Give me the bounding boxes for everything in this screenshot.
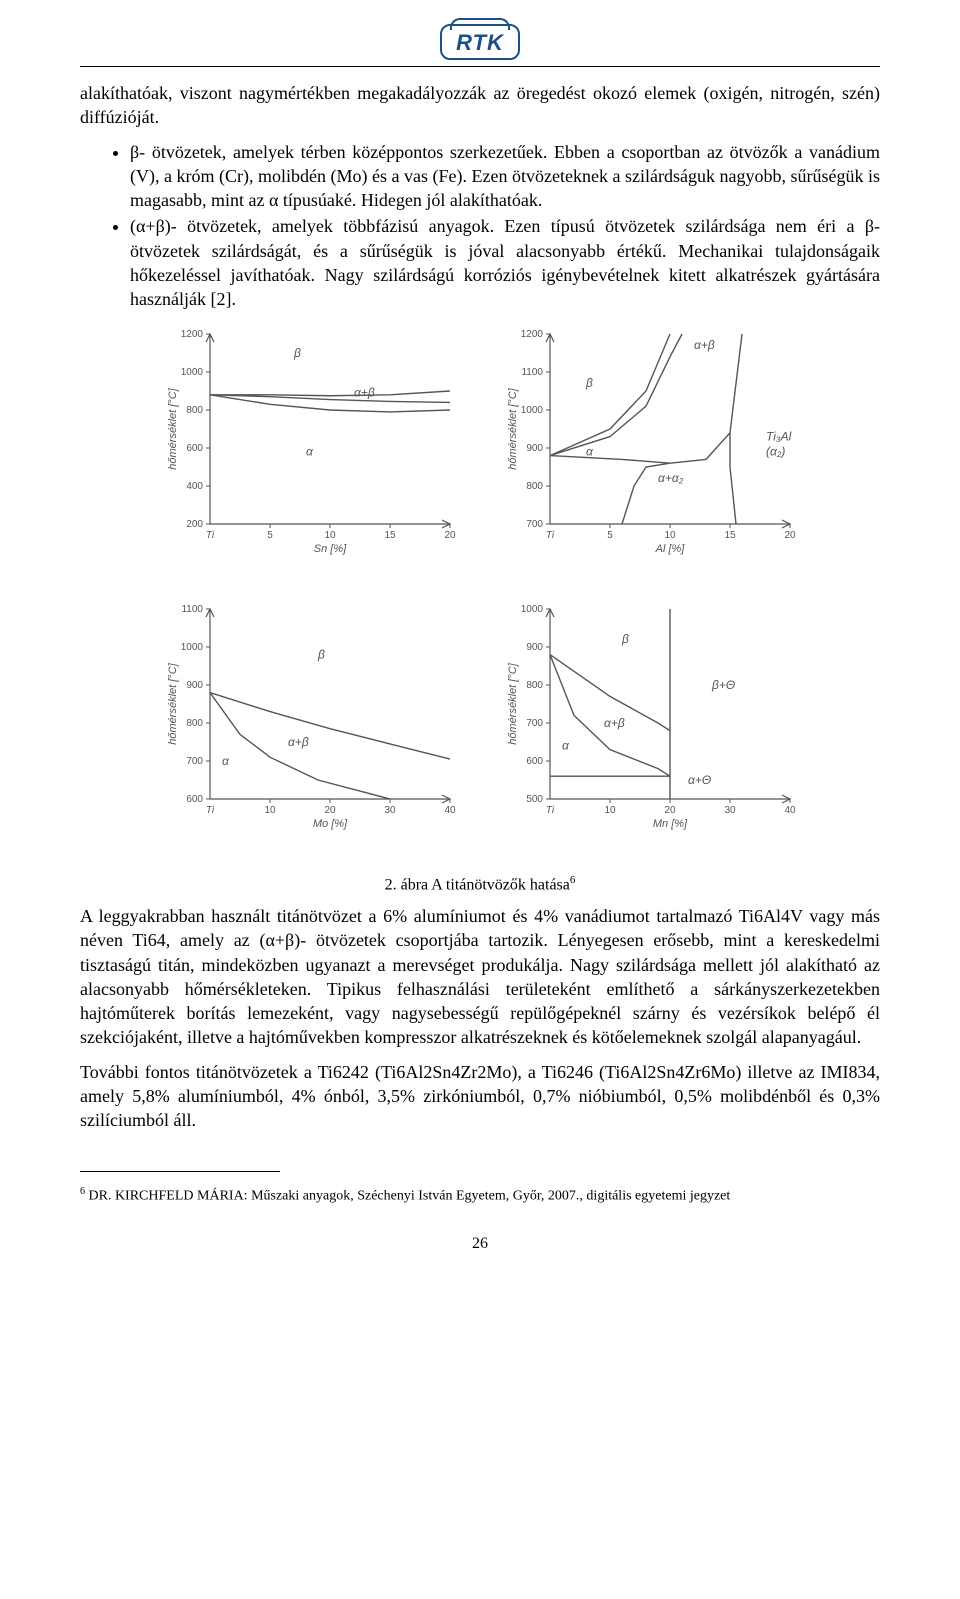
page-number: 26 — [80, 1235, 880, 1253]
caption-text: A titánötvözők hatása — [431, 876, 570, 893]
svg-text:10: 10 — [664, 530, 676, 541]
svg-text:1000: 1000 — [181, 367, 204, 378]
svg-text:α: α — [586, 444, 594, 458]
svg-text:β+Θ: β+Θ — [711, 677, 735, 691]
figure-2: 200 400 600 800 1000 1200 5 10 15 20 Ti Sn [%] hőmér… — [160, 324, 800, 844]
svg-text:5: 5 — [267, 530, 273, 541]
svg-text:900: 900 — [186, 680, 203, 691]
svg-text:β: β — [317, 647, 325, 661]
svg-text:20: 20 — [324, 805, 336, 816]
svg-text:5: 5 — [607, 530, 613, 541]
svg-text:10: 10 — [604, 805, 616, 816]
svg-text:800: 800 — [186, 405, 203, 416]
svg-text:Al [%]: Al [%] — [655, 543, 686, 555]
svg-text:1000: 1000 — [521, 405, 544, 416]
svg-text:hőmérséklet [°C]: hőmérséklet [°C] — [167, 662, 179, 744]
svg-text:α: α — [222, 753, 230, 767]
svg-text:20: 20 — [444, 530, 456, 541]
svg-text:40: 40 — [444, 805, 456, 816]
svg-text:Sn [%]: Sn [%] — [314, 543, 347, 555]
list-item: β- ötvözetek, amelyek térben középpontos… — [130, 140, 880, 213]
svg-text:800: 800 — [526, 680, 543, 691]
figure-caption: 2. ábra A titánötvözők hatása6 — [80, 874, 880, 894]
footnote-text: DR. KIRCHFELD MÁRIA: Műszaki anyagok, Sz… — [85, 1188, 730, 1203]
svg-text:Ti₃Al: Ti₃Al — [766, 429, 792, 443]
svg-text:700: 700 — [526, 718, 543, 729]
bullet-list: β- ötvözetek, amelyek térben középpontos… — [80, 140, 880, 312]
svg-text:1100: 1100 — [521, 367, 543, 378]
svg-text:β: β — [293, 345, 301, 359]
chart-ti-sn: 200 400 600 800 1000 1200 5 10 15 20 Ti Sn [%] hőmér… — [160, 324, 460, 569]
chart-ti-mo: 600 700 800 900 1000 1100 10 20 30 40 Ti Mo [%] hőmé… — [160, 599, 460, 844]
svg-text:β: β — [621, 632, 629, 646]
caption-sup: 6 — [570, 874, 576, 886]
svg-text:700: 700 — [186, 756, 203, 767]
svg-text:40: 40 — [784, 805, 796, 816]
svg-text:800: 800 — [186, 718, 203, 729]
svg-text:10: 10 — [324, 530, 336, 541]
svg-text:700: 700 — [526, 519, 543, 530]
paragraph-2: További fontos titánötvözetek a Ti6242 (… — [80, 1060, 880, 1133]
svg-text:1000: 1000 — [181, 642, 204, 653]
svg-text:900: 900 — [526, 642, 543, 653]
svg-text:600: 600 — [186, 443, 203, 454]
chart-ti-mn: 500 600 700 800 900 1000 10 20 30 40 Ti Mn [%] hőmér… — [500, 599, 800, 844]
svg-text:1000: 1000 — [521, 604, 544, 615]
svg-text:15: 15 — [384, 530, 396, 541]
svg-text:30: 30 — [384, 805, 396, 816]
caption-prefix: 2. ábra — [385, 876, 432, 893]
svg-text:α: α — [306, 444, 314, 458]
svg-text:hőmérséklet [°C]: hőmérséklet [°C] — [507, 387, 519, 469]
svg-text:1200: 1200 — [181, 329, 204, 340]
svg-text:600: 600 — [526, 756, 543, 767]
logo-text: RTK — [440, 24, 520, 60]
svg-text:β: β — [585, 376, 593, 390]
svg-text:400: 400 — [186, 481, 203, 492]
svg-text:α+β: α+β — [694, 338, 715, 352]
svg-text:10: 10 — [264, 805, 276, 816]
svg-text:α+β: α+β — [288, 734, 309, 748]
svg-text:Mn [%]: Mn [%] — [653, 818, 688, 830]
svg-text:hőmérséklet [°C]: hőmérséklet [°C] — [507, 662, 519, 744]
footnote: 6 DR. KIRCHFELD MÁRIA: Műszaki anyagok, … — [80, 1186, 880, 1205]
svg-text:200: 200 — [186, 519, 203, 530]
svg-text:Ti: Ti — [206, 805, 215, 816]
svg-text:α+β: α+β — [354, 385, 375, 399]
svg-text:20: 20 — [664, 805, 676, 816]
svg-text:Mo [%]: Mo [%] — [313, 818, 348, 830]
svg-text:30: 30 — [724, 805, 736, 816]
svg-text:Ti: Ti — [546, 805, 555, 816]
header-logo: RTK — [80, 24, 880, 60]
svg-text:α+Θ: α+Θ — [688, 772, 711, 786]
svg-text:Ti: Ti — [546, 530, 555, 541]
svg-text:Ti: Ti — [206, 530, 215, 541]
header-rule — [80, 66, 880, 67]
svg-text:800: 800 — [526, 481, 543, 492]
svg-text:hőmérséklet [°C]: hőmérséklet [°C] — [167, 387, 179, 469]
svg-text:600: 600 — [186, 794, 203, 805]
svg-text:α+β: α+β — [604, 715, 625, 729]
svg-text:α: α — [562, 738, 570, 752]
svg-text:1200: 1200 — [521, 329, 544, 340]
svg-text:20: 20 — [784, 530, 796, 541]
footnote-rule — [80, 1171, 280, 1172]
svg-text:500: 500 — [526, 794, 543, 805]
chart-ti-al: 700 800 900 1000 1100 1200 5 10 15 20 Ti Al [%] hőmé… — [500, 324, 800, 569]
svg-text:900: 900 — [526, 443, 543, 454]
svg-text:α+α₂: α+α₂ — [658, 471, 684, 485]
svg-text:1100: 1100 — [181, 604, 203, 615]
paragraph-1: A leggyakrabban használt titánötvözet a … — [80, 904, 880, 1050]
svg-text:(α₂): (α₂) — [766, 444, 785, 458]
list-item: (α+β)- ötvözetek, amelyek többfázisú any… — [130, 214, 880, 311]
intro-continuation: alakíthatóak, viszont nagymértékben mega… — [80, 81, 880, 130]
svg-text:15: 15 — [724, 530, 736, 541]
